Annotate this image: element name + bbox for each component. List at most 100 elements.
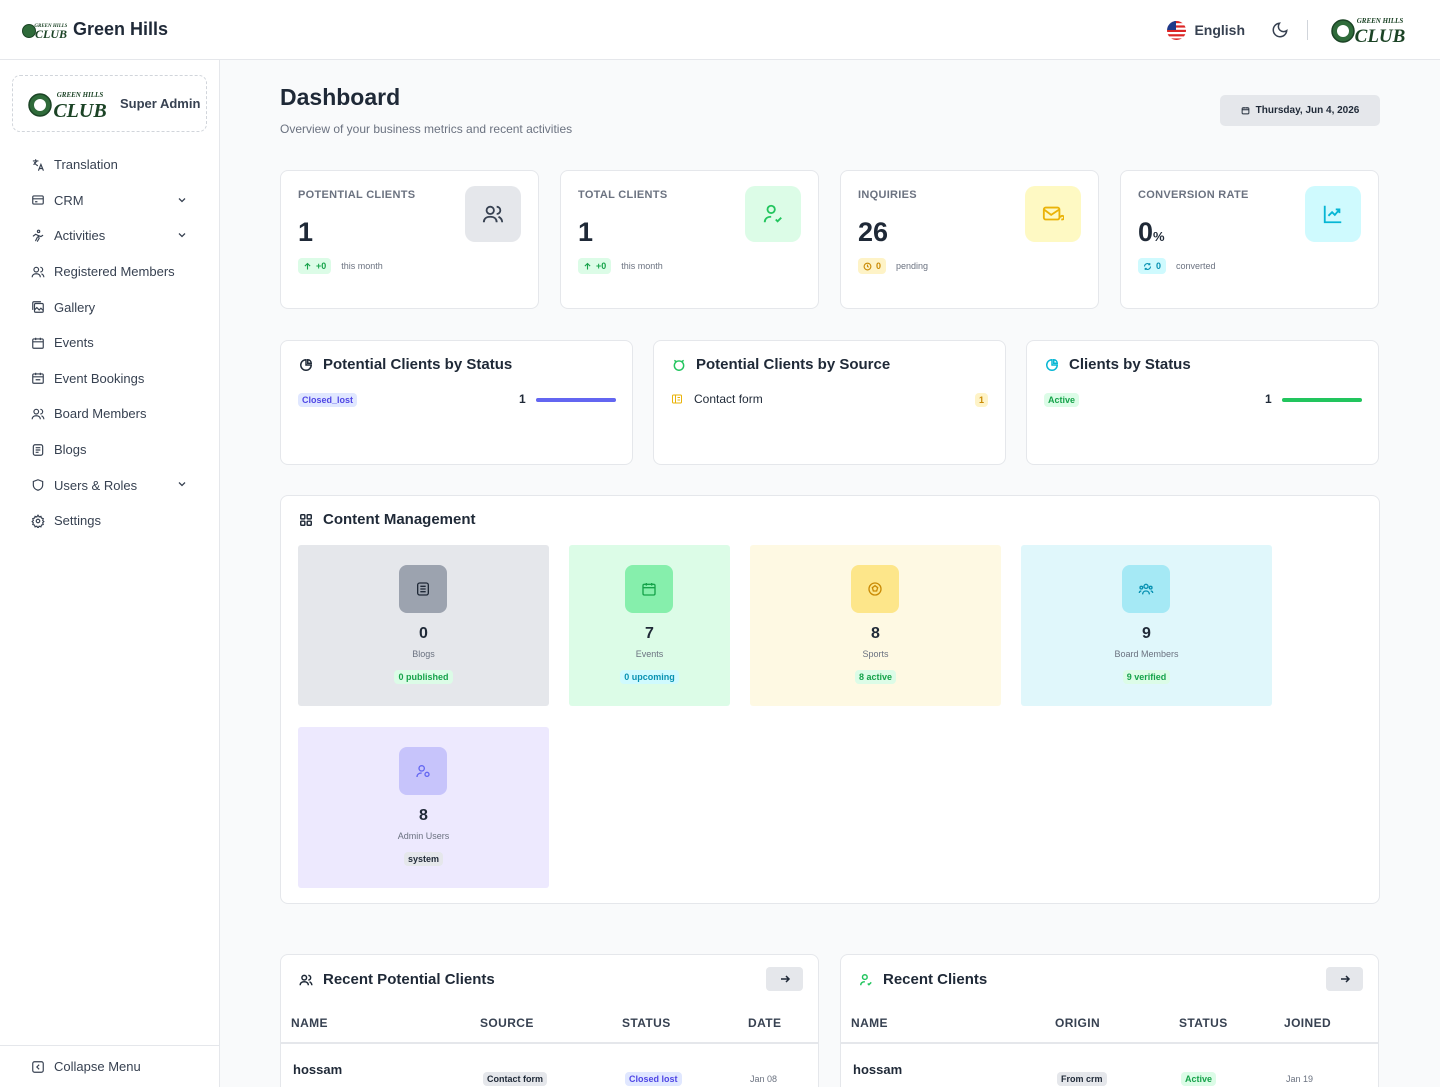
status-count: 1 bbox=[1265, 392, 1272, 406]
column-header: STATUS bbox=[1179, 1016, 1228, 1030]
sidebar-item-label: Settings bbox=[54, 513, 101, 529]
arrow-right-icon bbox=[780, 975, 790, 983]
card-title: Content Management bbox=[323, 511, 476, 528]
user-check-icon bbox=[858, 972, 874, 988]
potential-clients-by-source-card: Potential Clients by Source Contact form… bbox=[653, 340, 1006, 465]
stat-card-inquiries[interactable]: INQUIRIES 26 0 pending bbox=[840, 170, 1099, 309]
client-name: hossam bbox=[853, 1062, 903, 1077]
tile-badge: 0 published bbox=[394, 670, 453, 684]
refresh-icon bbox=[1143, 262, 1152, 270]
origin-tag: From crm bbox=[1057, 1072, 1107, 1086]
svg-text:GREEN HILLS: GREEN HILLS bbox=[57, 91, 104, 99]
column-header: DATE bbox=[748, 1016, 782, 1030]
status-tag: Closed_lost bbox=[298, 393, 358, 407]
sidebar-item-crm[interactable]: CRM bbox=[0, 183, 219, 219]
sidebar: GREEN HILLS CLUB Super Admin Translation… bbox=[0, 60, 220, 1087]
calendar-check-icon bbox=[31, 371, 45, 385]
brand[interactable]: GREEN HILLS CLUB Green Hills bbox=[21, 18, 168, 42]
clock-icon bbox=[863, 262, 872, 270]
sidebar-item-blogs[interactable]: Blogs bbox=[0, 432, 219, 468]
sidebar-item-events[interactable]: Events bbox=[0, 325, 219, 361]
sidebar-item-label: CRM bbox=[54, 192, 84, 208]
calendar-icon bbox=[1241, 107, 1249, 115]
tile-board-members[interactable]: 9 Board Members 9 verified bbox=[1021, 545, 1272, 706]
moon-icon[interactable] bbox=[1269, 19, 1291, 41]
form-icon bbox=[671, 392, 683, 404]
column-header: JOINED bbox=[1284, 1016, 1332, 1030]
main-content: Dashboard Overview of your business metr… bbox=[220, 60, 1440, 1087]
alarm-icon bbox=[671, 357, 687, 373]
users-icon bbox=[31, 265, 45, 279]
sidebar-item-label: Event Bookings bbox=[54, 370, 145, 386]
tile-value: 9 bbox=[1142, 625, 1151, 642]
sidebar-item-label: Translation bbox=[54, 157, 118, 173]
users-icon bbox=[31, 407, 45, 421]
users-icon bbox=[298, 972, 314, 988]
profile-card[interactable]: GREEN HILLS CLUB Super Admin bbox=[12, 75, 207, 132]
stat-label: CONVERSION RATE bbox=[1138, 189, 1249, 201]
translate-icon bbox=[31, 158, 45, 172]
tile-events[interactable]: 7 Events 0 upcoming bbox=[569, 545, 730, 706]
source-tag: Contact form bbox=[483, 1072, 547, 1086]
tile-value: 8 bbox=[871, 625, 880, 642]
stat-value: 1 bbox=[298, 217, 314, 247]
tile-value: 8 bbox=[419, 807, 428, 824]
collapse-menu-button[interactable]: Collapse Menu bbox=[0, 1045, 219, 1087]
sidebar-item-label: Board Members bbox=[54, 406, 147, 422]
card-title: Potential Clients by Status bbox=[323, 356, 513, 373]
svg-text:GREEN HILLS: GREEN HILLS bbox=[1357, 17, 1404, 25]
collapse-menu-label: Collapse Menu bbox=[54, 1059, 141, 1074]
tile-label: Blogs bbox=[412, 649, 435, 659]
us-flag-icon bbox=[1167, 20, 1187, 40]
tile-label: Events bbox=[635, 649, 664, 659]
arrow-right-icon bbox=[1340, 975, 1350, 983]
chevron-down-icon bbox=[178, 482, 186, 487]
view-all-button[interactable] bbox=[766, 967, 803, 991]
user-check-icon bbox=[745, 186, 801, 242]
column-header: NAME bbox=[851, 1016, 888, 1030]
sidebar-item-event-bookings[interactable]: Event Bookings bbox=[0, 361, 219, 397]
stat-label: INQUIRIES bbox=[858, 189, 917, 201]
stat-label: POTENTIAL CLIENTS bbox=[298, 189, 416, 201]
users-icon bbox=[465, 186, 521, 242]
sidebar-item-settings[interactable]: Settings bbox=[0, 503, 219, 539]
svg-text:CLUB: CLUB bbox=[35, 27, 67, 41]
pending-badge: 0 bbox=[858, 258, 887, 274]
stat-card-conversion-rate[interactable]: CONVERSION RATE 0% 0 converted bbox=[1120, 170, 1379, 309]
sidebar-item-users-roles[interactable]: Users & Roles bbox=[0, 467, 219, 503]
sidebar-item-board-members[interactable]: Board Members bbox=[0, 396, 219, 432]
sidebar-item-label: Users & Roles bbox=[54, 477, 138, 493]
tile-badge: 8 active bbox=[854, 670, 897, 684]
card-title: Recent Potential Clients bbox=[323, 971, 495, 988]
tile-admin-users[interactable]: 8 Admin Users system bbox=[298, 727, 549, 888]
tile-blogs[interactable]: 0 Blogs 0 published bbox=[298, 545, 549, 706]
page-subtitle: Overview of your business metrics and re… bbox=[280, 122, 573, 136]
date-chip[interactable]: Thursday, Jun 4, 2026 bbox=[1220, 95, 1380, 126]
blog-icon bbox=[31, 443, 45, 457]
content-management-card: Content Management 0 Blogs 0 published 7… bbox=[280, 495, 1380, 904]
tile-label: Admin Users bbox=[397, 831, 450, 841]
tile-badge: system bbox=[403, 852, 444, 866]
language-label: English bbox=[1194, 22, 1245, 38]
date: Jan 19 bbox=[1286, 1074, 1314, 1084]
status-bar-fill bbox=[1282, 398, 1362, 402]
view-all-button[interactable] bbox=[1326, 967, 1363, 991]
sidebar-item-registered-members[interactable]: Registered Members bbox=[0, 254, 219, 290]
sidebar-item-gallery[interactable]: Gallery bbox=[0, 289, 219, 325]
stat-card-total-clients[interactable]: TOTAL CLIENTS 1 +0 this month bbox=[560, 170, 819, 309]
sidebar-item-activities[interactable]: Activities bbox=[0, 218, 219, 254]
sidebar-item-translation[interactable]: Translation bbox=[0, 147, 219, 183]
stat-foot-text: pending bbox=[896, 261, 929, 271]
language-switcher[interactable]: English bbox=[1167, 20, 1245, 40]
gear-icon bbox=[31, 513, 45, 528]
source-label: Contact form bbox=[694, 392, 763, 406]
club-logo[interactable]: GREEN HILLS CLUB bbox=[1330, 12, 1408, 48]
tile-sports[interactable]: 8 Sports 8 active bbox=[750, 545, 1001, 706]
svg-text:GREEN HILLS: GREEN HILLS bbox=[34, 24, 67, 29]
arrow-up-icon bbox=[584, 262, 591, 269]
collapse-icon bbox=[31, 1060, 45, 1074]
stat-card-potential-clients[interactable]: POTENTIAL CLIENTS 1 +0 this month bbox=[280, 170, 539, 309]
chevron-down-icon bbox=[178, 233, 186, 238]
stat-foot-text: converted bbox=[1176, 261, 1216, 271]
page-title: Dashboard bbox=[280, 84, 401, 110]
